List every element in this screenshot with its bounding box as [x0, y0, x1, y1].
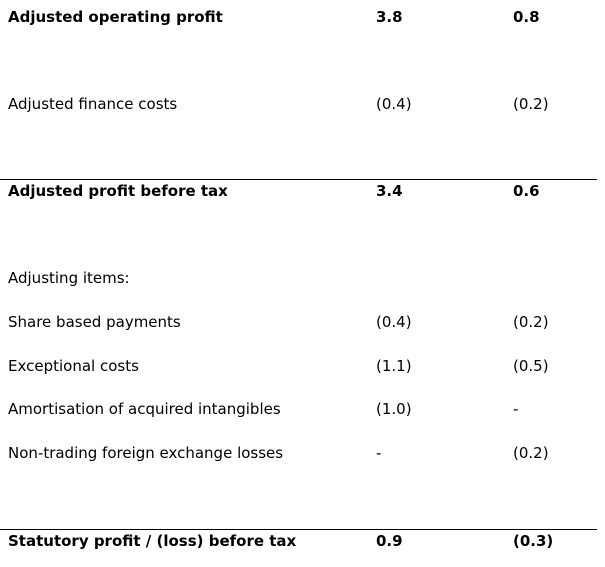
row-label: Exceptional costs: [8, 357, 139, 375]
row-label: Adjusted operating profit: [8, 8, 223, 26]
row-divider: [0, 529, 597, 530]
current-year-value: -: [376, 444, 382, 462]
current-year-value: (1.1): [376, 357, 412, 375]
table-row-share-based-payments: Share based payments (0.4) (0.2): [0, 311, 605, 333]
table-row-fx-losses: Non-trading foreign exchange losses - (0…: [0, 442, 605, 464]
current-year-value: 3.8: [376, 8, 403, 26]
prior-year-value: (0.2): [513, 444, 549, 462]
row-label: Amortisation of acquired intangibles: [8, 400, 281, 418]
row-label: Statutory profit / (loss) before tax: [8, 532, 297, 550]
table-row-adjusting-items-heading: Adjusting items:: [0, 267, 605, 289]
current-year-value: (0.4): [376, 313, 412, 331]
table-row-adjusted-operating-profit: Adjusted operating profit 3.8 0.8: [0, 6, 605, 28]
current-year-value: 0.9: [376, 532, 403, 550]
row-label: Non-trading foreign exchange losses: [8, 444, 284, 462]
current-year-value: 3.4: [376, 182, 403, 200]
row-label: Adjusted finance costs: [8, 95, 178, 113]
prior-year-value: (0.2): [513, 95, 549, 113]
table-row-exceptional-costs: Exceptional costs (1.1) (0.5): [0, 355, 605, 377]
prior-year-value: (0.5): [513, 357, 549, 375]
row-label: Share based payments: [8, 313, 181, 331]
table-row-adjusted-finance-costs: Adjusted finance costs (0.4) (0.2): [0, 93, 605, 115]
prior-year-value: (0.2): [513, 313, 549, 331]
prior-year-value: -: [513, 400, 519, 418]
prior-year-value: (0.3): [513, 532, 554, 550]
row-divider: [0, 179, 597, 180]
table-row-adjusted-profit-before-tax: Adjusted profit before tax 3.4 0.6: [0, 180, 605, 202]
section-heading: Adjusting items:: [8, 269, 130, 287]
current-year-value: (1.0): [376, 400, 412, 418]
table-row-statutory-profit: Statutory profit / (loss) before tax 0.9…: [0, 530, 605, 552]
prior-year-value: 0.8: [513, 8, 540, 26]
prior-year-value: 0.6: [513, 182, 540, 200]
row-label: Adjusted profit before tax: [8, 182, 228, 200]
current-year-value: (0.4): [376, 95, 412, 113]
table-row-amortisation: Amortisation of acquired intangibles (1.…: [0, 398, 605, 420]
